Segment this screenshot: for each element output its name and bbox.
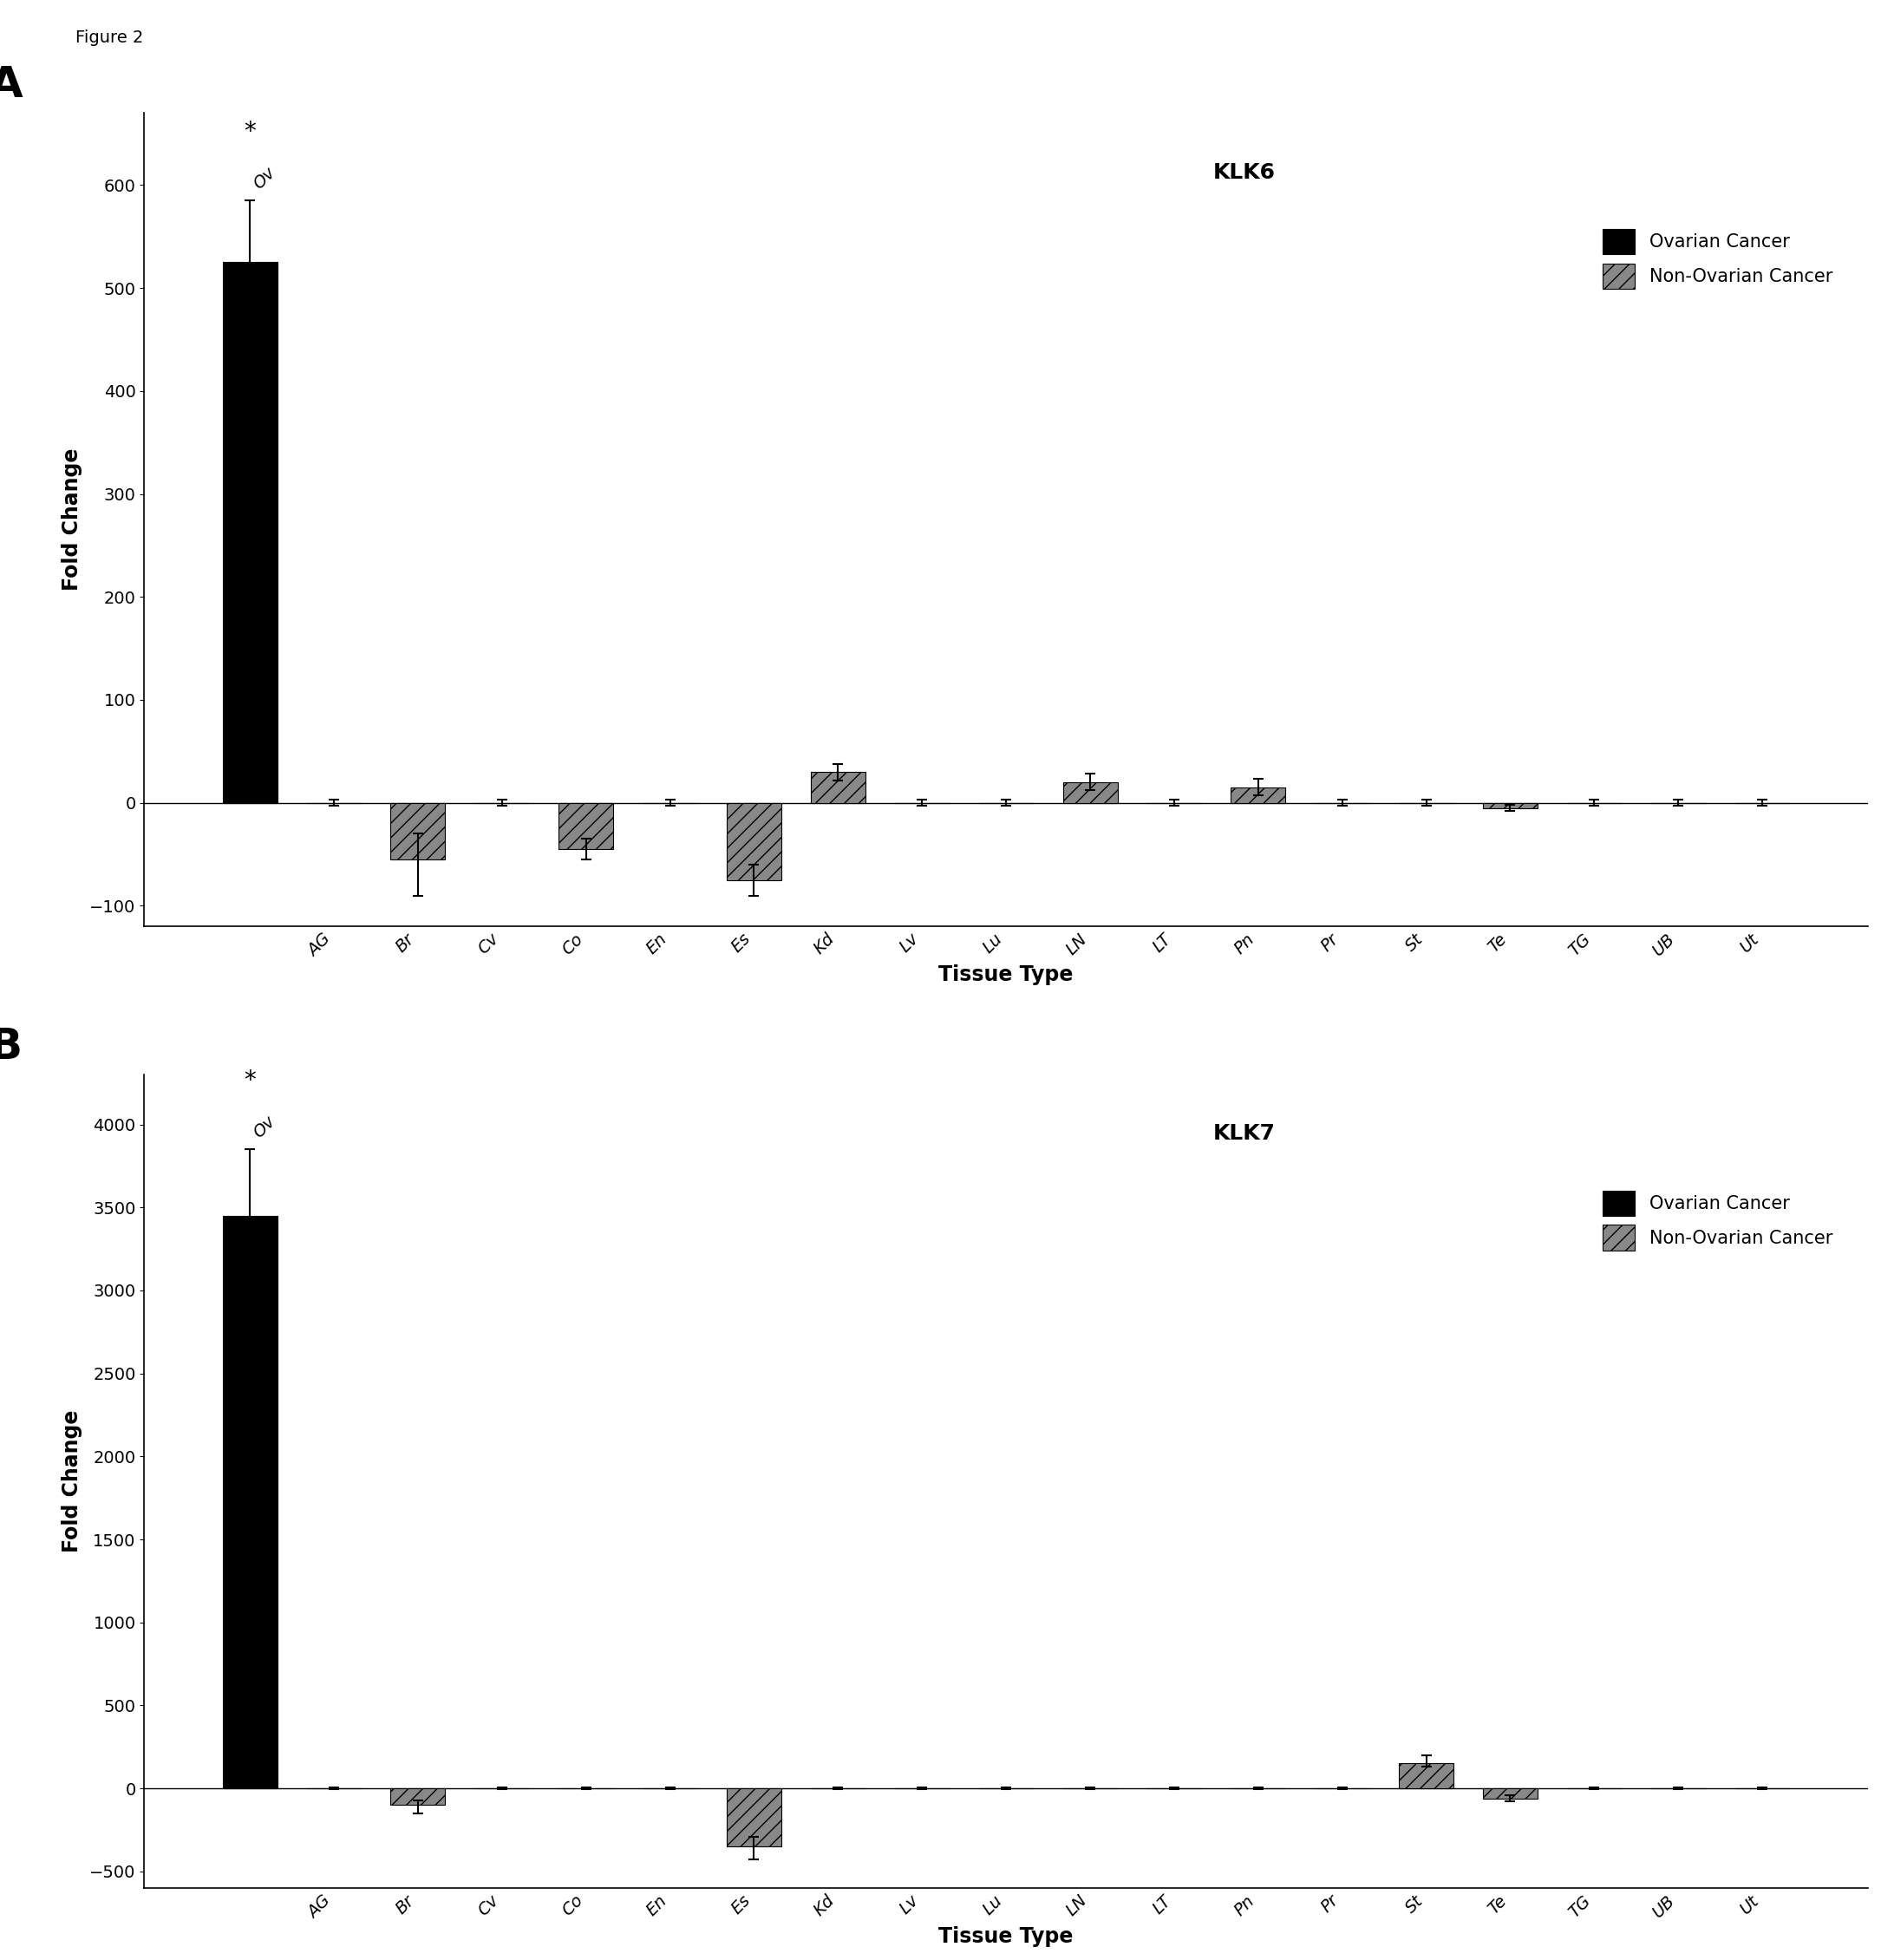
Bar <box>559 804 613 849</box>
Text: *: * <box>245 120 256 143</box>
Bar <box>391 1788 446 1805</box>
X-axis label: Tissue Type: Tissue Type <box>939 964 1074 986</box>
Text: A: A <box>0 65 23 106</box>
Bar <box>222 263 277 804</box>
Text: Ov: Ov <box>250 165 278 192</box>
Y-axis label: Fold Change: Fold Change <box>62 449 83 590</box>
Text: B: B <box>0 1025 23 1068</box>
Text: KLK7: KLK7 <box>1213 1123 1275 1145</box>
Bar <box>1063 782 1117 804</box>
Bar <box>1399 1764 1454 1788</box>
Text: KLK6: KLK6 <box>1213 163 1275 182</box>
Legend: Ovarian Cancer, Non-Ovarian Cancer: Ovarian Cancer, Non-Ovarian Cancer <box>1593 220 1841 298</box>
Bar <box>726 1788 781 1846</box>
Bar <box>222 1215 277 1788</box>
Y-axis label: Fold Change: Fold Change <box>62 1409 83 1552</box>
Text: *: * <box>245 1068 256 1092</box>
Bar <box>1482 1788 1537 1799</box>
Bar <box>1230 788 1285 804</box>
Legend: Ovarian Cancer, Non-Ovarian Cancer: Ovarian Cancer, Non-Ovarian Cancer <box>1593 1182 1841 1260</box>
Text: Ov: Ov <box>250 1113 278 1141</box>
Bar <box>1482 804 1537 808</box>
Text: Figure 2: Figure 2 <box>75 29 143 45</box>
Bar <box>726 804 781 880</box>
Bar <box>391 804 446 858</box>
Bar <box>811 772 865 804</box>
X-axis label: Tissue Type: Tissue Type <box>939 1927 1074 1946</box>
